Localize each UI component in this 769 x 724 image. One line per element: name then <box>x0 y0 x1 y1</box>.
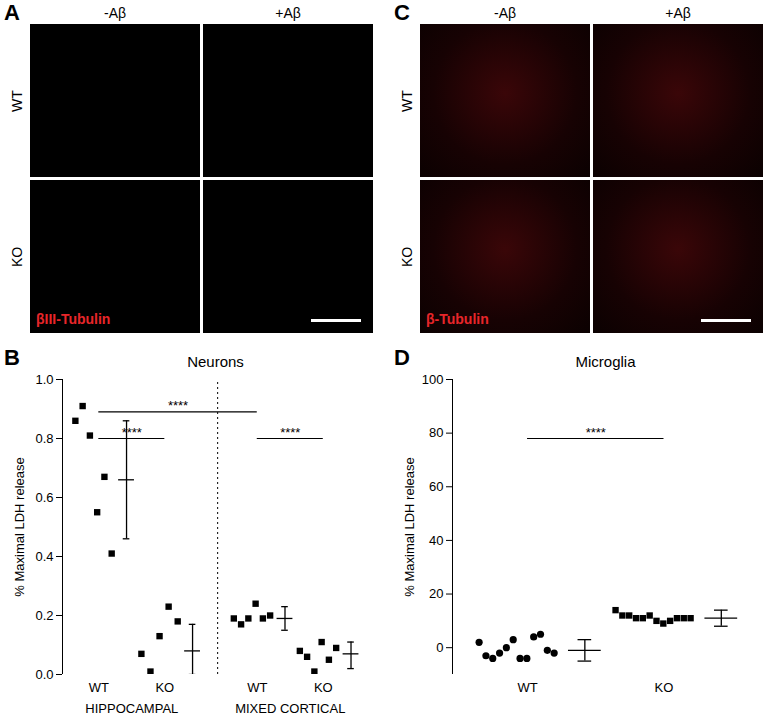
svg-text:****: **** <box>280 425 300 440</box>
html-text:C: C <box>394 0 410 25</box>
svg-text:****: **** <box>122 425 142 440</box>
html-text:-Aβ: -Aβ <box>494 5 516 21</box>
svg-text:20: 20 <box>429 586 443 601</box>
html-text:-Aβ: -Aβ <box>104 5 126 21</box>
svg-text:WT: WT <box>517 680 537 695</box>
html-text:KO: KO <box>9 246 25 267</box>
svg-text:0.8: 0.8 <box>35 431 53 446</box>
html-text:Neurons: Neurons <box>187 353 244 370</box>
html-text:WT: WT <box>399 89 415 112</box>
svg-text:40: 40 <box>429 533 443 548</box>
html-text:A: A <box>4 0 20 25</box>
svg-text:0.6: 0.6 <box>35 490 53 505</box>
svg-text:0.2: 0.2 <box>35 608 53 623</box>
svg-text:HIPPOCAMPAL: HIPPOCAMPAL <box>85 701 178 716</box>
svg-text:60: 60 <box>429 479 443 494</box>
svg-text:****: **** <box>168 398 188 413</box>
svg-text:WT: WT <box>89 680 109 695</box>
html-text:Microglia: Microglia <box>575 353 636 370</box>
svg-text:****: **** <box>586 425 606 440</box>
svg-text:0.0: 0.0 <box>35 667 53 682</box>
html-text:B: B <box>4 345 20 370</box>
svg-text:100: 100 <box>422 372 444 387</box>
html-text:D: D <box>394 345 410 370</box>
html-text:+Aβ: +Aβ <box>275 5 301 21</box>
svg-text:0: 0 <box>436 640 443 655</box>
html-text:KO: KO <box>399 246 415 267</box>
svg-text:KO: KO <box>314 680 333 695</box>
svg-text:1.0: 1.0 <box>35 372 53 387</box>
svg-text:80: 80 <box>429 425 443 440</box>
html-text:βIII-Tubulin: βIII-Tubulin <box>36 311 111 327</box>
svg-text:WT: WT <box>247 680 267 695</box>
svg-text:0.4: 0.4 <box>35 549 53 564</box>
html-text:WT: WT <box>9 89 25 112</box>
html-text:β-Tubulin: β-Tubulin <box>426 311 489 327</box>
svg-text:% Maximal LDH release: % Maximal LDH release <box>402 457 417 596</box>
html-text:+Aβ: +Aβ <box>665 5 691 21</box>
svg-text:KO: KO <box>655 680 674 695</box>
svg-text:% Maximal LDH release: % Maximal LDH release <box>12 457 27 596</box>
svg-text:KO: KO <box>155 680 174 695</box>
svg-text:MIXED CORTICAL: MIXED CORTICAL <box>235 701 345 716</box>
